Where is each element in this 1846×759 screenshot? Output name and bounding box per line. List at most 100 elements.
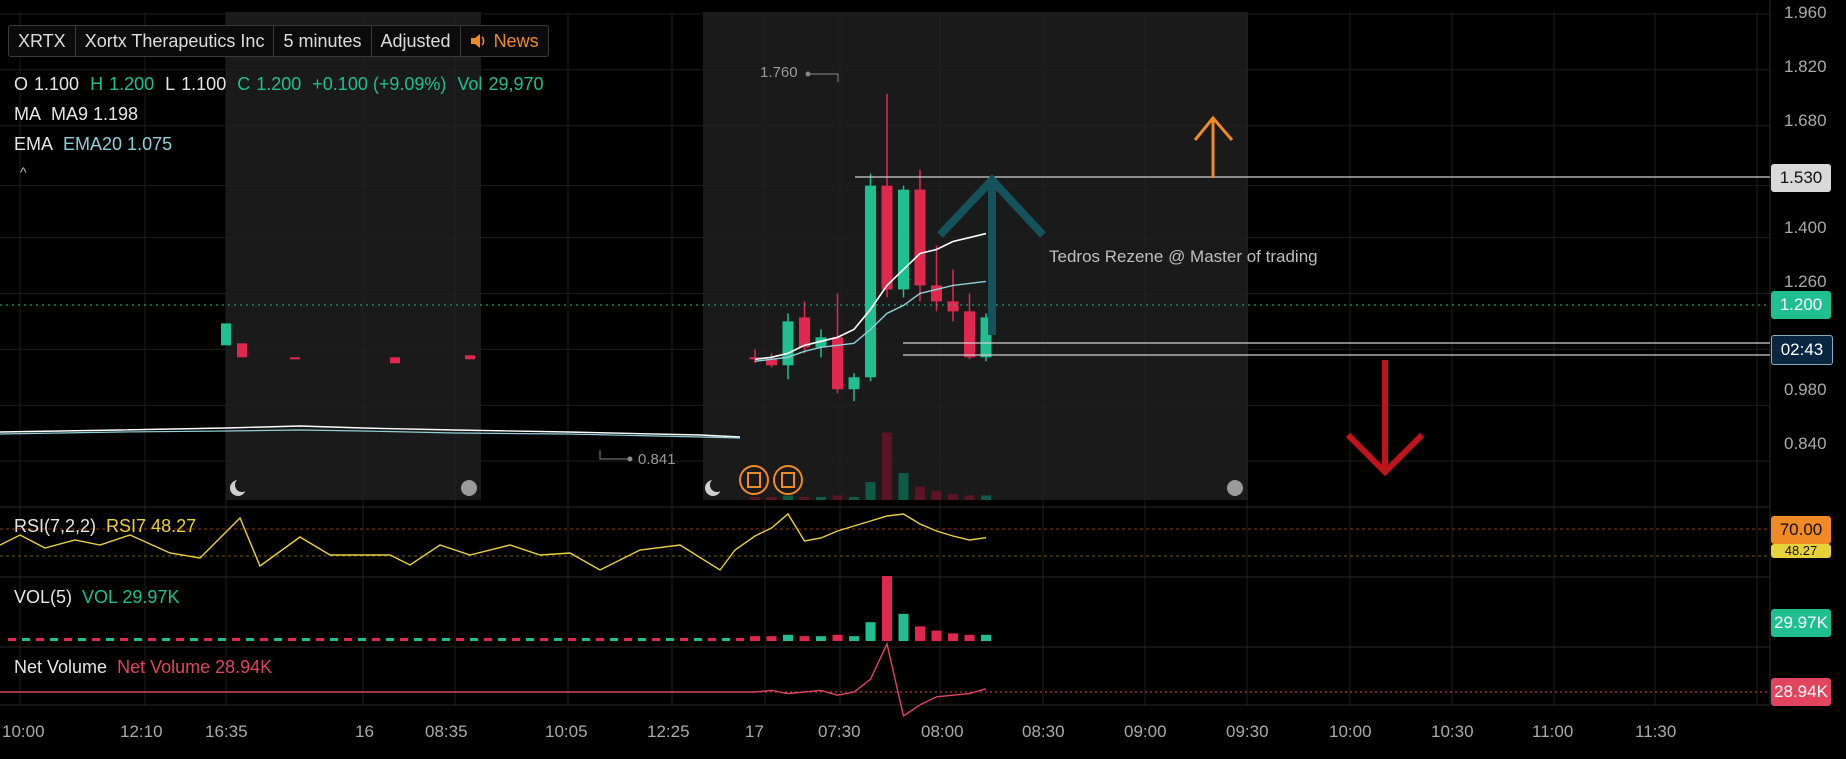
ma-value: MA9 1.198 bbox=[51, 104, 139, 124]
volume-baseline-bar bbox=[120, 638, 128, 641]
volume-baseline-bar bbox=[498, 638, 506, 641]
ema-line-history bbox=[0, 429, 741, 439]
ma-label: MA bbox=[14, 104, 41, 124]
ma-legend[interactable]: MA MA9 1.198 bbox=[14, 104, 138, 125]
volume-baseline-bar bbox=[106, 638, 114, 641]
volume-baseline-bar bbox=[22, 638, 30, 641]
volume-baseline-bar bbox=[414, 638, 422, 641]
time-axis-tick: 12:10 bbox=[120, 722, 163, 741]
history-candle bbox=[465, 355, 475, 360]
volume-baseline-bar bbox=[162, 638, 170, 641]
volume-baseline-bar bbox=[78, 638, 86, 641]
volume-baseline-bar bbox=[50, 638, 58, 641]
document-icon-sheet bbox=[747, 472, 761, 488]
volume-baseline-bar bbox=[596, 638, 604, 641]
volume-baseline-bar bbox=[302, 638, 310, 641]
history-candle bbox=[221, 323, 231, 346]
volume-baseline-bar bbox=[288, 638, 296, 641]
overlay-volume-bar bbox=[931, 491, 942, 500]
open-value: 1.100 bbox=[34, 74, 80, 94]
price-axis-tick: 0.840 bbox=[1784, 434, 1827, 453]
time-axis-tick: 10:00 bbox=[2, 722, 45, 741]
overlay-volume-bar bbox=[898, 473, 909, 500]
time-axis-tick: 10:05 bbox=[545, 722, 588, 741]
rsi-label: RSI(7,2,2) bbox=[14, 516, 97, 536]
session-shade bbox=[226, 12, 481, 500]
volume-bar bbox=[783, 634, 793, 641]
vol-label: VOL(5) bbox=[14, 587, 73, 607]
volume-baseline-bar bbox=[484, 638, 492, 641]
volume-baseline-bar bbox=[652, 638, 660, 641]
volume-baseline-bar bbox=[232, 638, 240, 641]
overlay-volume-bar bbox=[816, 497, 826, 500]
level-price-tag[interactable]: 1.530 bbox=[1771, 164, 1831, 192]
history-candle bbox=[290, 357, 300, 360]
close-value: 1.200 bbox=[256, 74, 302, 94]
volume-bar bbox=[964, 634, 975, 641]
time-axis-tick: 09:00 bbox=[1124, 722, 1167, 741]
volume-baseline-bar bbox=[428, 638, 436, 641]
candle-body bbox=[947, 301, 959, 312]
low-label: L bbox=[165, 74, 176, 94]
time-axis-tick: 08:00 bbox=[921, 722, 964, 741]
price-axis-tick: 1.400 bbox=[1784, 218, 1827, 237]
company-name[interactable]: Xortx Therapeutics Inc bbox=[76, 26, 275, 56]
history-candle bbox=[390, 357, 400, 364]
volume-baseline-bar bbox=[610, 638, 618, 641]
volume-value: 29,970 bbox=[488, 74, 544, 94]
candle-body bbox=[964, 311, 975, 358]
volume-baseline-bar bbox=[526, 638, 534, 641]
ema-value: EMA20 1.075 bbox=[63, 134, 173, 154]
volume-baseline-bar bbox=[554, 638, 562, 641]
ema-legend[interactable]: EMA EMA20 1.075 bbox=[14, 134, 172, 155]
volume-bar bbox=[799, 636, 810, 641]
interval-selector[interactable]: 5 minutes bbox=[274, 26, 372, 56]
low-marker-label: 0.841 bbox=[638, 451, 676, 468]
candle-body bbox=[749, 357, 761, 360]
vol-legend[interactable]: VOL(5) VOL 29.97K bbox=[14, 587, 179, 608]
overlay-volume-bar bbox=[832, 495, 843, 500]
volume-baseline-bar bbox=[204, 638, 212, 641]
volume-baseline-bar bbox=[218, 638, 226, 641]
candle-body bbox=[782, 321, 794, 366]
low-marker-line bbox=[599, 450, 630, 460]
overlay-volume-bar bbox=[915, 486, 925, 500]
last-price-tag[interactable]: 1.200 bbox=[1771, 291, 1831, 319]
net-volume-tag: 28.94K bbox=[1771, 678, 1831, 706]
overlay-volume-bar bbox=[882, 432, 892, 500]
symbol-button[interactable]: XRTX bbox=[9, 26, 76, 56]
overlay-volume-bar bbox=[964, 495, 975, 500]
volume-baseline-bar bbox=[260, 638, 268, 641]
low-marker-dot bbox=[627, 456, 633, 462]
symbol-toolbar: XRTX Xortx Therapeutics Inc 5 minutes Ad… bbox=[8, 25, 549, 57]
volume-baseline-bar bbox=[666, 638, 674, 641]
volume-bar bbox=[898, 613, 909, 641]
volume-baseline-bar bbox=[36, 638, 44, 641]
time-axis-tick: 08:35 bbox=[425, 722, 468, 741]
adjustment-selector[interactable]: Adjusted bbox=[372, 26, 461, 56]
net-volume-line bbox=[0, 641, 987, 718]
open-label: O bbox=[14, 74, 29, 94]
chevron-up-icon[interactable]: ^ bbox=[20, 164, 27, 180]
volume-baseline-bar bbox=[148, 638, 156, 641]
net-volume-legend[interactable]: Net Volume Net Volume 28.94K bbox=[14, 657, 272, 678]
volume-baseline-bar bbox=[386, 638, 394, 641]
dot-icon bbox=[1227, 480, 1243, 496]
price-axis-tick: 1.960 bbox=[1784, 3, 1827, 22]
document-icon-sheet bbox=[781, 472, 795, 488]
volume-baseline-bar bbox=[8, 638, 16, 641]
watermark-text: Tedros Rezene @ Master of trading bbox=[1049, 247, 1318, 266]
volume-baseline-bar bbox=[358, 638, 366, 641]
session-shade bbox=[703, 12, 1248, 500]
news-button[interactable]: News bbox=[461, 26, 548, 56]
time-axis-tick: 11:30 bbox=[1635, 722, 1677, 741]
rsi-legend[interactable]: RSI(7,2,2) RSI7 48.27 bbox=[14, 516, 196, 537]
time-axis-tick: 10:00 bbox=[1329, 722, 1372, 741]
volume-bar bbox=[948, 633, 958, 641]
volume-bar bbox=[882, 576, 892, 641]
volume-baseline-bar bbox=[442, 638, 450, 641]
time-axis-tick: 08:30 bbox=[1022, 722, 1065, 741]
volume-baseline-bar bbox=[694, 638, 702, 641]
ohlc-readout: O 1.100 H 1.200 L 1.100 C 1.200 +0.100 (+9.0… bbox=[14, 74, 550, 95]
